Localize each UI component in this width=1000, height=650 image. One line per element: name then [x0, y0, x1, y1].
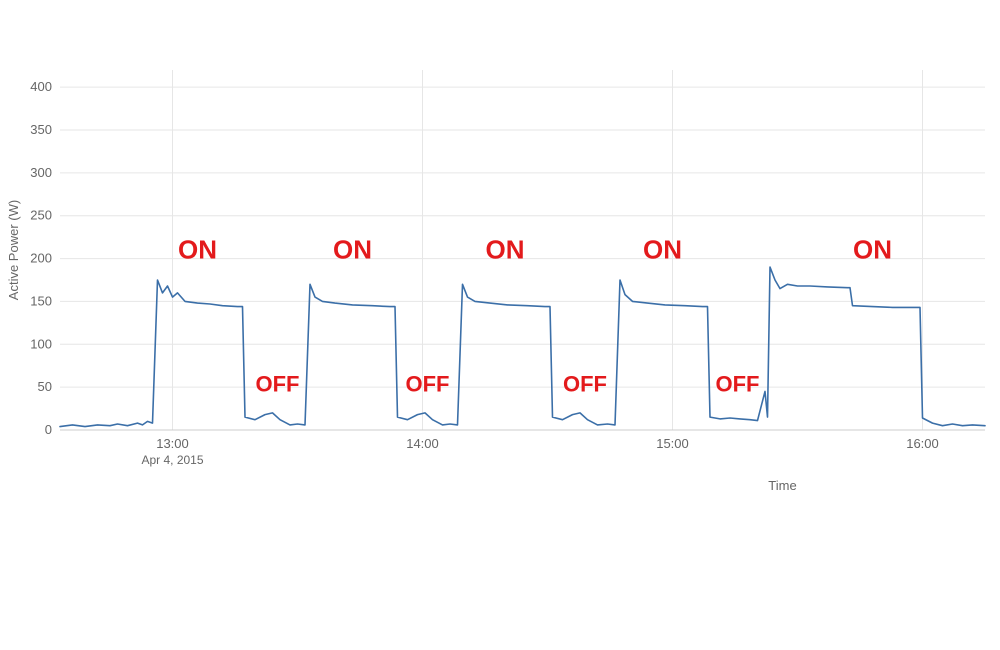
annotation-on: ON [333, 235, 372, 265]
y-tick-label: 300 [30, 165, 52, 180]
x-axis-title: Time [768, 478, 796, 493]
y-tick-label: 250 [30, 208, 52, 223]
x-tick-label: 16:00 [906, 436, 939, 451]
y-axis-title: Active Power (W) [6, 200, 21, 300]
y-tick-label: 350 [30, 122, 52, 137]
annotation-on: ON [643, 235, 682, 265]
x-tick-label: 14:00 [406, 436, 439, 451]
annotation-off: OFF [716, 371, 760, 396]
chart-svg: 0 50 100 150 200 250 300 350 400 13:00 Apr 4, 2015… [0, 0, 1000, 650]
power-chart: 0 50 100 150 200 250 300 350 400 13:00 Apr 4, 2015… [0, 0, 1000, 650]
y-tick-label: 400 [30, 79, 52, 94]
y-tick-label: 100 [30, 336, 52, 351]
annotation-on: ON [486, 235, 525, 265]
y-tick-label: 0 [45, 422, 52, 437]
annotation-on: ON [178, 235, 217, 265]
annotation-on: ON [853, 235, 892, 265]
x-date-label: Apr 4, 2015 [141, 453, 203, 467]
y-tick-label: 200 [30, 251, 52, 266]
annotation-off: OFF [256, 371, 300, 396]
x-tick-label: 15:00 [656, 436, 689, 451]
y-tick-label: 50 [38, 379, 52, 394]
annotation-off: OFF [563, 371, 607, 396]
y-tick-label: 150 [30, 293, 52, 308]
annotation-off: OFF [406, 371, 450, 396]
x-tick-label: 13:00 [156, 436, 189, 451]
